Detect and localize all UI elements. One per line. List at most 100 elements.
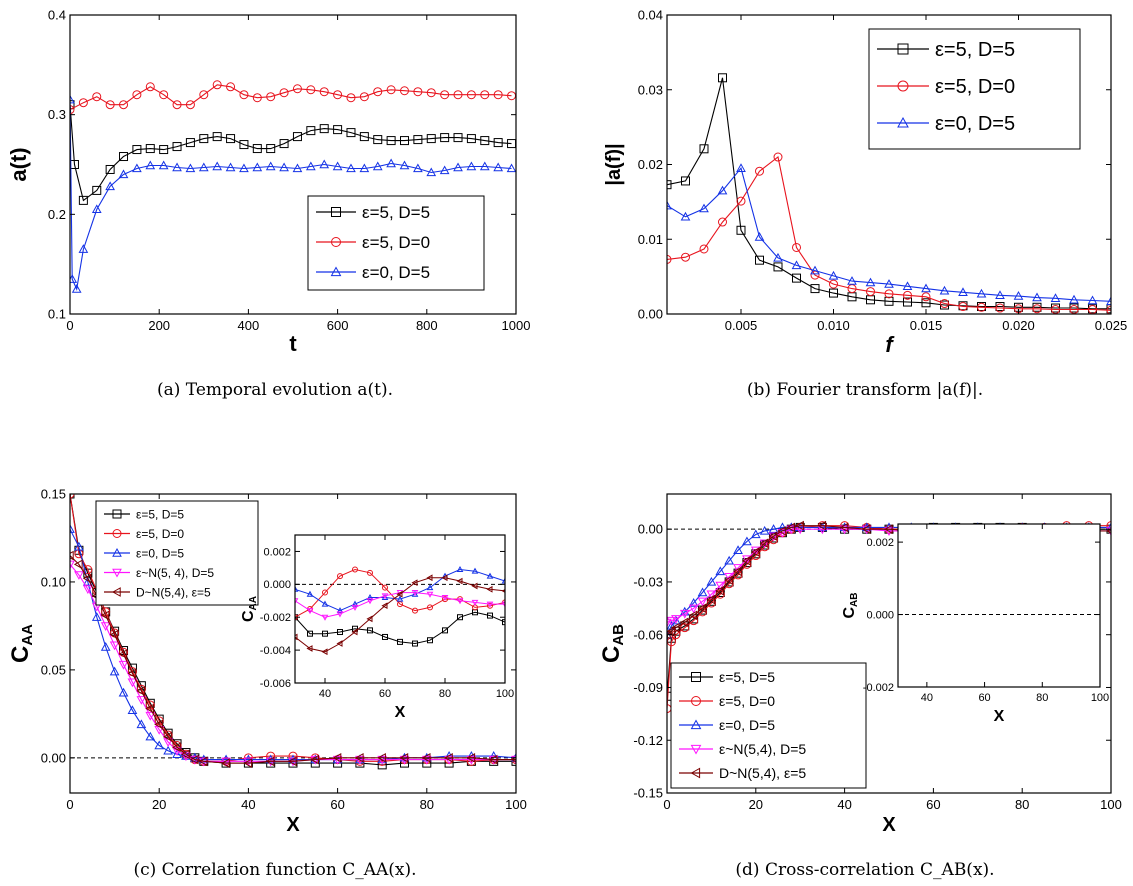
y-tick-label: 0.03 (638, 82, 663, 97)
data-point (73, 559, 83, 570)
y-axis-label: CAB (841, 592, 860, 618)
data-point (861, 524, 871, 535)
panel-c: 0 20 40 60 80 100 0.00 0.05 0.10 0.15 X CAA (7, 487, 527, 836)
data-point (699, 144, 709, 154)
data-point (396, 595, 404, 602)
data-point (265, 754, 276, 764)
legend-marker (331, 207, 341, 217)
data-point (332, 161, 343, 171)
data-point (91, 612, 102, 621)
data-point (136, 719, 147, 729)
data-point (680, 211, 691, 221)
data-point (159, 90, 169, 100)
data-point (786, 522, 796, 533)
data-point (352, 566, 358, 573)
data-point (839, 522, 849, 533)
data-point (444, 755, 454, 765)
data-point (118, 687, 129, 697)
data-point (78, 98, 88, 108)
data-point (768, 531, 778, 542)
x-axis-label: X (395, 704, 406, 721)
data-point (679, 606, 690, 616)
x-tick-label: 40 (319, 688, 331, 700)
data-point (226, 82, 236, 92)
plot-frame (897, 523, 1101, 688)
data-point (1032, 304, 1042, 314)
y-axis-label: CAA (7, 624, 36, 663)
data-point (373, 87, 383, 97)
legend-label: ε=5, D=5 (935, 39, 1015, 61)
data-point (733, 566, 742, 577)
y-tick-label: -0.002 (863, 682, 894, 694)
legend-label: ε=0, D=5 (719, 717, 775, 733)
data-point (939, 285, 950, 295)
data-point (381, 602, 388, 610)
data-point (501, 577, 505, 584)
panel-undefined-inset: 40 60 80 100 -0.006 -0.004 -0.002 0.000 0.002 X CA… (240, 534, 514, 721)
legend-label: ε~N(5,4), D=5 (719, 741, 806, 757)
data-point (180, 749, 190, 760)
data-point (359, 132, 369, 142)
data-point (502, 619, 505, 626)
data-point (413, 87, 423, 97)
data-point (400, 136, 409, 146)
data-point (78, 195, 88, 205)
data-point (444, 752, 453, 763)
data-point (718, 73, 727, 83)
plot-frame (69, 14, 517, 315)
data-point (336, 611, 344, 618)
data-point (172, 749, 182, 759)
data-point (359, 92, 369, 102)
series-line-1 (70, 104, 512, 202)
data-point (70, 105, 75, 115)
plot-frame (666, 493, 1112, 794)
data-point (158, 160, 169, 170)
data-point (421, 752, 431, 763)
panel-a: 0 200 400 600 800 1000 0.1 0.2 0.3 0.4 t a(t) (6, 8, 530, 356)
data-point (198, 162, 209, 172)
data-point (493, 90, 503, 100)
data-point (199, 134, 209, 144)
data-point (488, 754, 498, 765)
x-tick-label: 0.010 (817, 318, 850, 333)
data-point (310, 754, 319, 765)
y-tick-label: 0.2 (48, 207, 66, 222)
data-point (921, 292, 931, 302)
data-point (132, 163, 142, 173)
data-point (136, 696, 147, 705)
plot-frame (69, 493, 517, 794)
data-point (759, 538, 769, 549)
legend-marker (897, 80, 909, 92)
data-point (145, 160, 156, 170)
data-point (381, 593, 389, 600)
data-point (977, 302, 986, 312)
data-point (319, 124, 329, 134)
x-tick-label: 1000 (502, 318, 531, 333)
data-point (792, 273, 801, 283)
x-tick-label: 200 (148, 318, 170, 333)
data-point (457, 614, 463, 621)
data-point (265, 161, 276, 171)
data-point (70, 524, 75, 533)
data-point (411, 590, 419, 597)
data-point (1106, 305, 1111, 314)
data-point (736, 225, 746, 235)
x-tick-label: 800 (416, 318, 438, 333)
data-point (426, 591, 434, 598)
data-point (426, 584, 434, 591)
data-point (715, 581, 726, 591)
data-point (688, 604, 699, 614)
legend-marker (690, 719, 702, 730)
data-point (810, 265, 820, 275)
data-point (773, 252, 783, 262)
series-line-1 (667, 77, 1111, 310)
data-point (127, 668, 137, 679)
data-point (902, 281, 913, 291)
data-point (386, 158, 396, 168)
data-point (786, 525, 797, 535)
data-point (1106, 521, 1111, 531)
y-tick-label: 0.00 (638, 522, 663, 537)
data-point (412, 607, 418, 614)
data-point (453, 133, 463, 143)
data-point (366, 593, 374, 600)
